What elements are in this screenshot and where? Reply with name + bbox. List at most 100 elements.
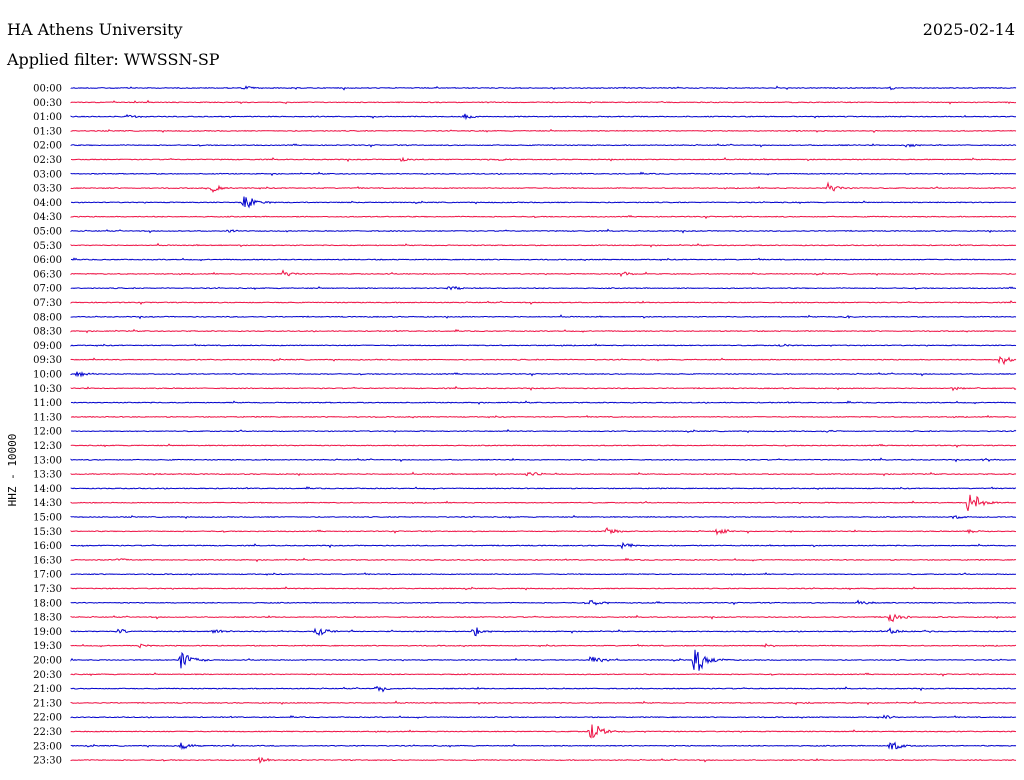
trace-line [70, 471, 1017, 477]
trace-line [70, 181, 1016, 193]
trace-line [70, 242, 1017, 248]
trace-line [70, 328, 1017, 334]
trace-line [70, 572, 1016, 576]
trace-line [70, 355, 1017, 366]
time-tick-label: 19:00 [33, 627, 62, 638]
trace-line [70, 586, 1017, 591]
time-tick-label: 05:30 [33, 241, 62, 252]
time-tick-label: 18:00 [33, 598, 62, 609]
time-tick-label: 15:30 [33, 527, 62, 538]
trace-line [70, 143, 1017, 148]
time-tick-label: 13:00 [33, 455, 62, 466]
trace-line [70, 314, 1017, 320]
trace-line [70, 627, 1017, 637]
time-tick-label: 11:30 [33, 412, 62, 423]
trace-line [70, 599, 1017, 606]
time-tick-label: 03:30 [33, 184, 62, 195]
time-tick-label: 10:00 [33, 370, 62, 381]
filter-label: Applied filter: WWSSN-SP [7, 50, 220, 69]
trace-line [70, 514, 1017, 520]
trace-line [70, 541, 1017, 550]
trace-line [70, 385, 1017, 392]
trace-line [70, 214, 1017, 220]
trace-line [70, 443, 1017, 448]
trace-line [70, 700, 1017, 706]
time-tick-label: 12:00 [33, 427, 62, 438]
time-tick-label: 14:30 [33, 498, 62, 509]
trace-line [70, 400, 1017, 405]
time-tick-label: 20:00 [33, 656, 62, 667]
trace-line [70, 685, 1017, 693]
time-tick-label: 19:30 [33, 641, 62, 652]
time-tick-label: 09:00 [33, 341, 62, 352]
trace-line [70, 613, 1017, 623]
trace-line [70, 128, 1017, 134]
trace-line [70, 196, 1017, 209]
trace-line [70, 428, 1017, 434]
time-tick-label: 16:00 [33, 541, 62, 552]
trace-line [70, 527, 1017, 536]
time-tick-label: 04:30 [33, 212, 62, 223]
time-tick-label: 13:30 [33, 470, 62, 481]
trace-line [70, 371, 1017, 378]
trace-line [70, 741, 1017, 751]
time-tick-label: 15:00 [33, 513, 62, 524]
trace-line [70, 257, 1017, 262]
time-tick-label: 14:00 [33, 484, 62, 495]
trace-line [70, 756, 1017, 764]
trace-line [70, 269, 1017, 278]
time-tick-label: 08:00 [33, 312, 62, 323]
trace-line [70, 85, 1017, 91]
time-tick-label: 09:30 [33, 355, 62, 366]
trace-line [70, 494, 1017, 512]
trace-line [70, 285, 1016, 291]
time-tick-label: 22:00 [33, 713, 62, 724]
trace-line [70, 99, 1017, 105]
time-tick-label: 17:00 [33, 570, 62, 581]
trace-line [70, 113, 1016, 121]
time-tick-label: 08:30 [33, 327, 62, 338]
time-tick-label: 06:30 [33, 269, 62, 280]
time-tick-label: 20:30 [33, 670, 62, 681]
trace-line [70, 672, 1017, 677]
time-tick-label: 21:00 [33, 684, 62, 695]
time-tick-label: 18:30 [33, 613, 62, 624]
trace-line [71, 156, 1017, 163]
time-tick-label: 22:30 [33, 727, 62, 738]
trace-line [70, 649, 1017, 671]
time-tick-label: 17:30 [33, 584, 62, 595]
time-tick-label: 11:00 [33, 398, 62, 409]
trace-line [70, 457, 1017, 463]
trace-line [70, 228, 1017, 234]
time-tick-label: 00:30 [33, 98, 62, 109]
station-title: HA Athens University [7, 20, 183, 39]
time-tick-label: 07:00 [33, 284, 62, 295]
time-tick-label: 02:00 [33, 141, 62, 152]
time-tick-label: 07:30 [33, 298, 62, 309]
trace-line [70, 414, 1017, 419]
trace-line [70, 643, 1017, 649]
time-tick-label: 23:00 [33, 741, 62, 752]
trace-line [70, 714, 1017, 720]
time-tick-label: 02:30 [33, 155, 62, 166]
time-tick-label: 04:00 [33, 198, 62, 209]
time-tick-label: 10:30 [33, 384, 62, 395]
trace-line [70, 724, 1017, 739]
trace-line [70, 343, 1017, 347]
time-tick-label: 06:00 [33, 255, 62, 266]
time-tick-label: 05:00 [33, 227, 62, 238]
trace-line [70, 300, 1017, 305]
time-tick-label: 00:00 [33, 84, 62, 95]
time-tick-label: 16:30 [33, 555, 62, 566]
date-label: 2025-02-14 [922, 20, 1015, 39]
time-tick-label: 12:30 [33, 441, 62, 452]
time-tick-label: 21:30 [33, 698, 62, 709]
time-tick-label: 03:00 [33, 169, 62, 180]
time-tick-label: 01:30 [33, 126, 62, 137]
trace-line [70, 486, 1017, 491]
time-tick-label: 01:00 [33, 112, 62, 123]
time-tick-label: 23:30 [33, 756, 62, 767]
trace-line [70, 557, 1017, 563]
trace-line [70, 171, 1017, 177]
